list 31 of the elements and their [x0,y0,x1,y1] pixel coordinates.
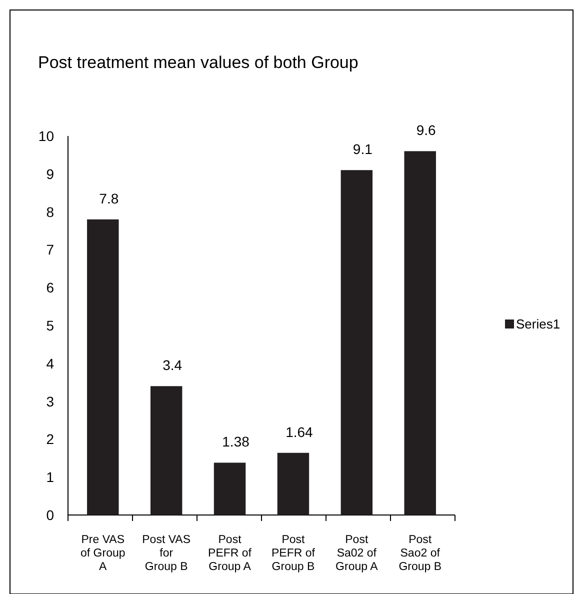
y-tick-label: 8 [46,204,54,220]
x-tick-label: Pre VAS of Group A [80,534,126,573]
y-tick-label: 7 [46,242,54,258]
data-label: 1.38 [222,434,250,450]
x-tick-label: Post PEFR of Group A [208,534,252,573]
y-tick-label: 0 [46,507,54,523]
y-tick-label: 6 [46,280,54,296]
y-tick-label: 2 [46,431,54,448]
data-label: 9.6 [416,122,436,138]
x-tick-label: Post VAS for Group B [142,534,191,573]
bar [340,170,373,515]
legend-label: Series1 [516,316,560,332]
y-tick-label: 5 [46,318,54,334]
y-tick-label: 10 [38,128,54,144]
bar [404,151,436,515]
data-label: 9.1 [352,141,373,158]
data-label: 1.64 [286,424,314,440]
data-label: 7.8 [99,190,119,206]
data-label: 3.4 [162,357,182,374]
bar [150,386,182,515]
bar [87,219,119,515]
y-tick-label: 1 [46,469,54,486]
x-tick-label: Post Sao2 of Group B [398,534,442,573]
chart-title: Post treatment mean values of both Group [38,53,358,72]
x-tick-label: Post PEFR of Group B [271,534,316,573]
y-tick-label: 4 [46,355,54,372]
x-tick-label: Post Sa02 of Group A [336,534,378,573]
y-tick-label: 9 [46,166,54,182]
bar [277,452,310,515]
y-tick-label: 3 [46,393,54,410]
bar [214,462,246,515]
